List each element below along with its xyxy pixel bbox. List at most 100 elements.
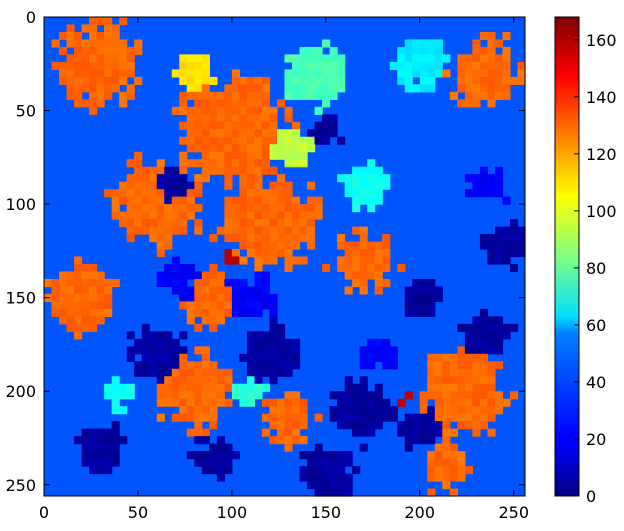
heatmap-cell: [254, 174, 263, 183]
heatmap-cell: [276, 151, 286, 160]
heatmap-cell: [292, 211, 301, 220]
heatmap-cell: [322, 451, 331, 460]
heatmap-cell: [186, 301, 195, 310]
heatmap-cell: [231, 383, 241, 392]
heatmap-cell: [186, 114, 195, 123]
heatmap-cell: [472, 361, 481, 370]
heatmap-cell: [269, 151, 278, 160]
heatmap-cell: [126, 46, 135, 56]
heatmap-cell: [164, 383, 173, 392]
heatmap-cell: [224, 234, 233, 243]
heatmap-cell: [74, 316, 83, 325]
heatmap-cell: [246, 91, 256, 100]
heatmap-cell: [479, 46, 489, 56]
heatmap-cell: [239, 219, 248, 228]
heatmap-cell: [322, 54, 331, 63]
heatmap-cell: [74, 301, 83, 310]
heatmap-cell: [194, 114, 203, 123]
heatmap-cell: [81, 443, 90, 452]
heatmap-cell: [231, 451, 241, 460]
heatmap-cell: [284, 421, 293, 430]
heatmap-cell: [89, 263, 98, 273]
heatmap-cell: [284, 91, 293, 100]
heatmap-cell: [269, 346, 278, 355]
heatmap-cell: [216, 166, 225, 175]
heatmap-cell: [269, 293, 278, 302]
heatmap-cell: [457, 451, 466, 460]
heatmap-cell: [224, 144, 233, 153]
heatmap-cell: [254, 331, 263, 340]
heatmap-cell: [419, 84, 428, 93]
heatmap-cell: [374, 189, 383, 198]
heatmap-cell: [164, 234, 173, 243]
heatmap-cell: [276, 249, 286, 258]
heatmap-cell: [81, 293, 90, 302]
heatmap-cell: [337, 398, 346, 407]
heatmap-cell: [134, 211, 143, 220]
heatmap-cell: [81, 263, 90, 273]
heatmap-cell: [104, 31, 113, 41]
heatmap-cell: [261, 76, 271, 85]
heatmap-cell: [261, 84, 271, 93]
heatmap-cell: [442, 481, 451, 490]
heatmap-cell: [134, 346, 143, 355]
heatmap-cell: [149, 174, 158, 183]
heatmap-cell: [367, 166, 376, 175]
heatmap-cell: [367, 174, 376, 183]
heatmap-cell: [307, 54, 316, 63]
heatmap-cell: [487, 54, 496, 63]
heatmap-cell: [487, 413, 496, 422]
heatmap-cell: [344, 451, 353, 460]
heatmap-cell: [337, 263, 346, 273]
heatmap-cell: [307, 241, 316, 250]
heatmap-cell: [261, 219, 271, 228]
heatmap-cell: [359, 196, 368, 205]
heatmap-cell: [457, 353, 466, 362]
heatmap-cell: [96, 428, 105, 437]
heatmap-cell: [464, 54, 473, 63]
heatmap-cell: [74, 256, 83, 265]
heatmap-cell: [254, 99, 263, 108]
heatmap-cell: [171, 174, 180, 183]
heatmap-cell: [209, 151, 218, 160]
heatmap-cell: [329, 451, 338, 460]
heatmap-cell: [487, 376, 496, 385]
heatmap-cell: [224, 166, 233, 175]
heatmap-cell: [322, 61, 331, 70]
heatmap-cell: [352, 181, 361, 190]
heatmap-cell: [66, 301, 75, 310]
heatmap-cell: [314, 473, 323, 482]
heatmap-cell: [134, 368, 143, 377]
heatmap-cell: [201, 286, 210, 295]
heatmap-cell: [464, 383, 473, 392]
heatmap-cell: [111, 451, 120, 460]
heatmap-cell: [209, 323, 218, 332]
heatmap-cell: [201, 121, 210, 130]
heatmap-cell: [299, 219, 308, 228]
heatmap-cell: [156, 159, 165, 168]
heatmap-cell: [239, 211, 248, 220]
heatmap-cell: [209, 458, 218, 467]
heatmap-cell: [472, 61, 481, 70]
heatmap-cell: [209, 99, 218, 108]
heatmap-cell: [449, 91, 458, 100]
heatmap-cell: [96, 278, 105, 288]
heatmap-cell: [171, 263, 180, 273]
heatmap-cell: [89, 271, 98, 280]
heatmap-cell: [494, 361, 504, 370]
heatmap-cell: [261, 353, 271, 362]
heatmap-cell: [209, 406, 218, 415]
heatmap-cell: [284, 361, 293, 370]
heatmap-cell: [269, 136, 278, 145]
heatmap-cell: [254, 383, 263, 392]
heatmap-cell: [261, 293, 271, 302]
heatmap-cell: [292, 151, 301, 160]
heatmap-cell: [502, 331, 511, 340]
heatmap-cell: [186, 361, 195, 370]
heatmap-cell: [284, 436, 293, 445]
heatmap-cell: [292, 234, 301, 243]
heatmap-cell: [164, 391, 173, 400]
heatmap-cell: [464, 84, 473, 93]
heatmap-cell: [171, 106, 180, 115]
